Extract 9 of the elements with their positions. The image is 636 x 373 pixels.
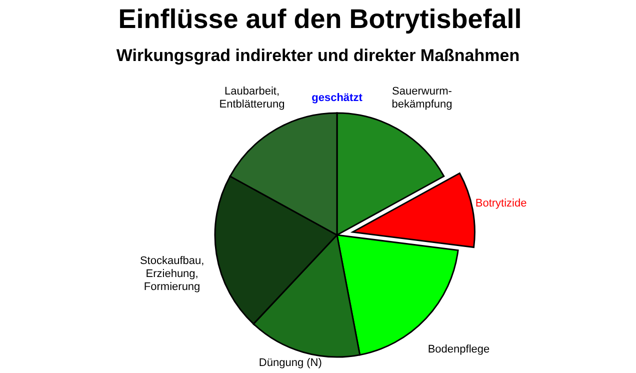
slice-label: Düngung (N) bbox=[258, 357, 322, 369]
slice-label: Botrytizide bbox=[475, 198, 527, 210]
chart-title: Einflüsse auf den Botrytisbefall bbox=[118, 4, 522, 34]
slice-label: Laubarbeit, Entblätterung bbox=[219, 85, 285, 110]
chart-subtitle: Wirkungsgrad indirekter und direkter Maßnahmen bbox=[116, 46, 520, 65]
slice-label: Bodenpflege bbox=[428, 343, 490, 356]
slice-label: Stockaufbau, Erziehung, Formierung bbox=[140, 255, 204, 294]
slice-label: Sauerwurm- bekämpfung bbox=[392, 85, 452, 110]
text: geschätzt bbox=[312, 92, 363, 104]
